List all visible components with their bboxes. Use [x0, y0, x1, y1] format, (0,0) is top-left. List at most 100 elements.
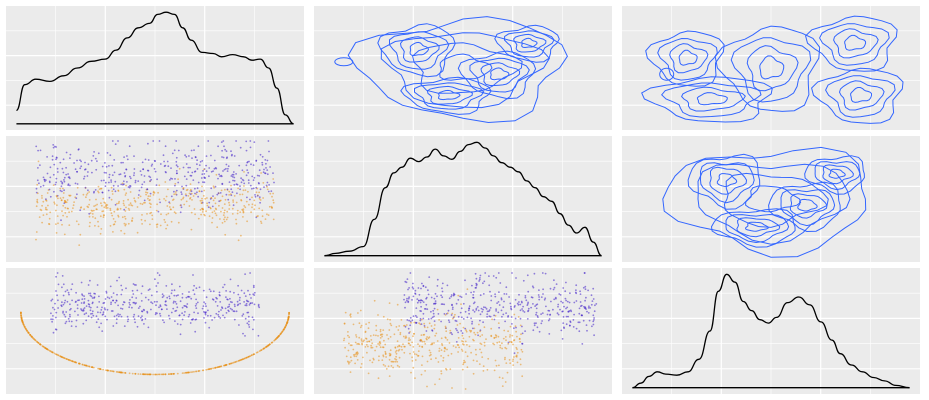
- scatter-point: [360, 339, 363, 342]
- scatter-point: [419, 310, 421, 312]
- scatter-point: [353, 355, 356, 358]
- scatter-point: [211, 319, 214, 321]
- scatter-point: [113, 210, 116, 213]
- scatter-point: [263, 168, 265, 171]
- scatter-point: [412, 287, 415, 290]
- scatter-point: [185, 194, 188, 197]
- scatter-point: [140, 174, 143, 176]
- scatter-point: [87, 365, 89, 367]
- scatter-point: [52, 184, 55, 186]
- scatter-point: [70, 320, 73, 323]
- scatter-point: [486, 310, 489, 313]
- scatter-point: [200, 202, 203, 204]
- scatter-point: [436, 278, 439, 281]
- panel-r3-c1: [6, 268, 304, 394]
- scatter-point: [358, 343, 361, 346]
- scatter-point: [582, 319, 585, 322]
- scatter-point: [206, 202, 209, 205]
- scatter-point: [185, 189, 188, 192]
- scatter-point: [573, 313, 575, 316]
- scatter-point: [136, 231, 139, 234]
- scatter-point: [538, 298, 541, 301]
- scatter-point: [78, 362, 81, 365]
- scatter-point: [559, 308, 561, 311]
- scatter-point: [455, 302, 458, 305]
- contour-line: [641, 76, 773, 123]
- scatter-point: [564, 297, 567, 300]
- scatter-point: [287, 316, 290, 319]
- scatter-point: [123, 172, 126, 174]
- contour-line: [805, 15, 898, 72]
- scatter-point: [247, 190, 249, 193]
- scatter-point: [48, 349, 51, 352]
- scatter-point: [202, 289, 205, 292]
- scatter-point: [190, 318, 193, 321]
- scatter-point: [566, 300, 569, 303]
- contour-line: [412, 42, 523, 94]
- scatter-point: [541, 312, 544, 314]
- scatter-point: [236, 300, 239, 303]
- scatter-point: [483, 344, 486, 347]
- scatter-point: [503, 293, 506, 295]
- scatter-point: [451, 317, 454, 320]
- scatter-point: [253, 291, 256, 294]
- scatter-point: [446, 284, 449, 287]
- scatter-point: [394, 346, 397, 349]
- contour-line: [469, 57, 530, 93]
- contour-line: [822, 164, 854, 185]
- scatter-point: [190, 228, 193, 231]
- scatter-point: [515, 355, 518, 358]
- scatter-point: [422, 334, 425, 336]
- scatter-point: [252, 328, 254, 331]
- scatter-point: [513, 339, 516, 341]
- scatter-point: [478, 278, 481, 281]
- scatter-point: [375, 334, 377, 337]
- scatter-point: [238, 299, 241, 301]
- scatter-point: [29, 334, 32, 336]
- scatter-point: [504, 381, 507, 383]
- scatter-point: [206, 204, 209, 207]
- scatter-point: [582, 286, 585, 289]
- scatter-point: [185, 163, 188, 165]
- scatter-point: [369, 359, 371, 362]
- scatter-point: [76, 193, 78, 196]
- density-line: [15, 11, 294, 125]
- scatter-point: [123, 222, 126, 225]
- scatter-point: [245, 140, 248, 143]
- scatter-point: [519, 324, 522, 327]
- scatter-point: [198, 190, 201, 193]
- scatter-point: [192, 274, 194, 276]
- scatter-point: [246, 196, 248, 199]
- scatter-point: [204, 214, 206, 217]
- contour-line: [710, 208, 796, 248]
- scatter-point: [165, 300, 167, 302]
- scatter-point: [53, 203, 56, 205]
- scatter-point: [589, 307, 591, 309]
- scatter-point: [258, 197, 261, 200]
- scatter-point: [500, 309, 503, 312]
- scatter-point: [509, 325, 512, 328]
- scatter-point: [230, 175, 233, 177]
- scatter-point: [222, 314, 224, 317]
- scatter-point: [479, 277, 481, 279]
- scatter-point: [170, 373, 173, 375]
- scatter-point: [228, 303, 231, 306]
- scatter-point: [433, 327, 436, 330]
- scatter-point: [377, 314, 379, 316]
- scatter-point: [446, 339, 449, 341]
- scatter-point: [235, 140, 238, 142]
- scatter-point: [72, 204, 75, 207]
- scatter-point: [56, 167, 59, 170]
- scatter-point: [460, 330, 463, 332]
- scatter-point: [223, 209, 226, 212]
- scatter-point: [422, 301, 425, 303]
- scatter-point: [141, 310, 143, 313]
- scatter-point: [111, 164, 114, 167]
- scatter-point: [471, 320, 474, 323]
- scatter-point: [106, 207, 109, 209]
- scatter-point: [583, 307, 586, 309]
- scatter-point: [352, 354, 355, 356]
- scatter-point: [415, 353, 418, 356]
- scatter-point: [90, 159, 93, 162]
- scatter-point: [90, 313, 92, 315]
